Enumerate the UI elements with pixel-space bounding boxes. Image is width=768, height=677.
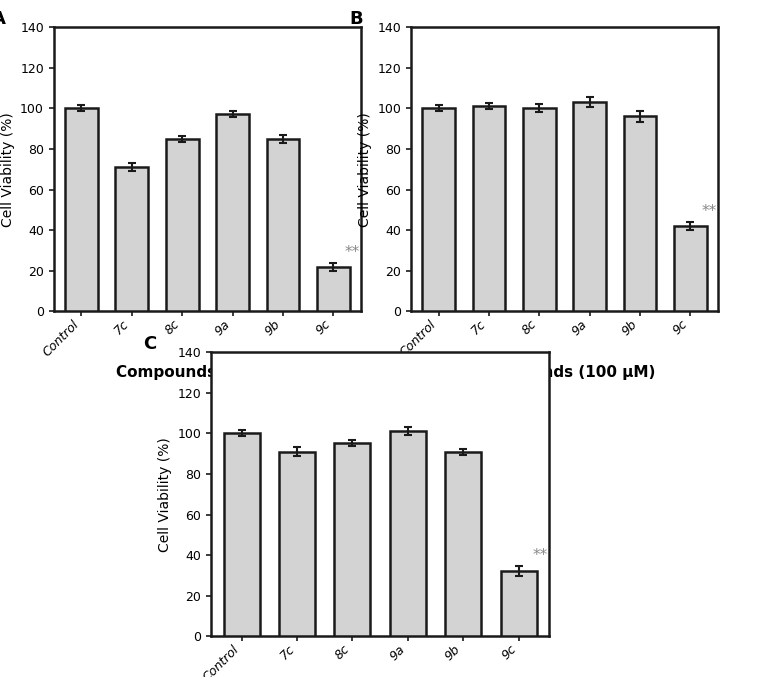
Bar — [223, 433, 260, 636]
Bar — [624, 116, 657, 311]
Bar — [166, 139, 199, 311]
X-axis label: Compounds (100 μM): Compounds (100 μM) — [116, 364, 299, 380]
Y-axis label: Cell Viability (%): Cell Viability (%) — [158, 437, 172, 552]
Bar — [65, 108, 98, 311]
Text: A: A — [0, 10, 6, 28]
Bar — [266, 139, 300, 311]
Text: **: ** — [702, 204, 717, 219]
Y-axis label: Cell Viability (%): Cell Viability (%) — [358, 112, 372, 227]
X-axis label: Compounds (100 μM): Compounds (100 μM) — [473, 364, 656, 380]
Text: **: ** — [532, 548, 548, 563]
Bar — [573, 102, 606, 311]
Bar — [422, 108, 455, 311]
Bar — [317, 267, 349, 311]
Bar — [472, 106, 505, 311]
Bar — [674, 226, 707, 311]
Text: **: ** — [345, 244, 360, 259]
Text: C: C — [144, 335, 157, 353]
Y-axis label: Cell Viability (%): Cell Viability (%) — [1, 112, 15, 227]
Bar — [334, 443, 370, 636]
Bar — [501, 571, 537, 636]
Text: B: B — [349, 10, 363, 28]
Bar — [216, 114, 249, 311]
Bar — [390, 431, 426, 636]
Bar — [523, 108, 556, 311]
Bar — [279, 452, 315, 636]
Bar — [115, 167, 148, 311]
Bar — [445, 452, 482, 636]
